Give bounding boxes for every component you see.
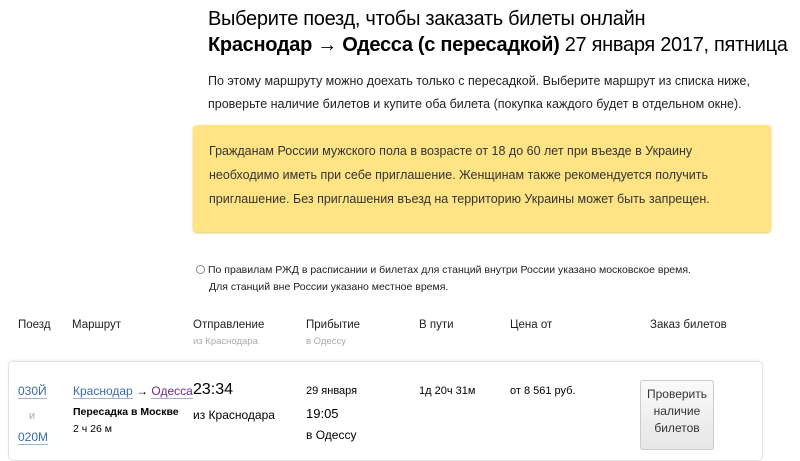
transfer-text: Пересадка в Москве bbox=[73, 406, 179, 418]
departure-time: 23:34 bbox=[193, 381, 234, 398]
page-title: Выберите поезд, чтобы заказать билеты он… bbox=[208, 6, 788, 58]
col-arrival-sub: в Одессу bbox=[306, 336, 346, 347]
col-departure: Отправление bbox=[193, 319, 265, 331]
intro-text: По этому маршруту можно доехать только с… bbox=[208, 74, 750, 111]
date-title: 27 января 2017, пятница bbox=[564, 34, 788, 56]
warning-box: Гражданам России мужского пола в возраст… bbox=[193, 125, 771, 232]
arrival-time: 19:05 bbox=[306, 406, 339, 421]
arrow: → bbox=[136, 384, 149, 398]
train-link-2[interactable]: 020М bbox=[18, 430, 49, 445]
time-note: По правилам РЖД в расписании и билетах д… bbox=[196, 262, 691, 296]
price: от 8 561 руб. bbox=[510, 385, 576, 397]
col-route: Маршрут bbox=[72, 319, 122, 331]
col-order: Заказ билетов bbox=[650, 319, 727, 331]
col-train: Поезд bbox=[18, 319, 51, 331]
col-arrival: Прибытие bbox=[306, 319, 361, 331]
and-text: и bbox=[29, 410, 36, 422]
note-line1: По правилам РЖД в расписании и билетах д… bbox=[208, 264, 691, 276]
clock-icon bbox=[196, 265, 205, 274]
arrival-station: в Одессу bbox=[306, 428, 357, 442]
duration: 1д 20ч 31м bbox=[419, 385, 476, 397]
train-link-1[interactable]: 030Й bbox=[18, 384, 47, 399]
from-link[interactable]: Краснодар bbox=[73, 384, 133, 399]
to-link[interactable]: Одесса bbox=[151, 384, 193, 399]
title-text: Выберите поезд, чтобы заказать билеты он… bbox=[208, 8, 646, 30]
col-duration: В пути bbox=[419, 319, 454, 331]
arrival-date: 29 января bbox=[306, 385, 358, 397]
col-departure-sub: из Краснодара bbox=[193, 336, 258, 347]
route-title: Краснодар → Одесса (с пересадкой) bbox=[208, 34, 560, 56]
transfer-time: 2 ч 26 м bbox=[73, 423, 112, 435]
departure-station: из Краснодара bbox=[193, 408, 275, 422]
check-availability-button[interactable]: Проверить наличие билетов bbox=[640, 380, 714, 450]
col-price: Цена от bbox=[510, 319, 553, 331]
note-line2: Для станций вне России указано местное в… bbox=[209, 281, 449, 293]
